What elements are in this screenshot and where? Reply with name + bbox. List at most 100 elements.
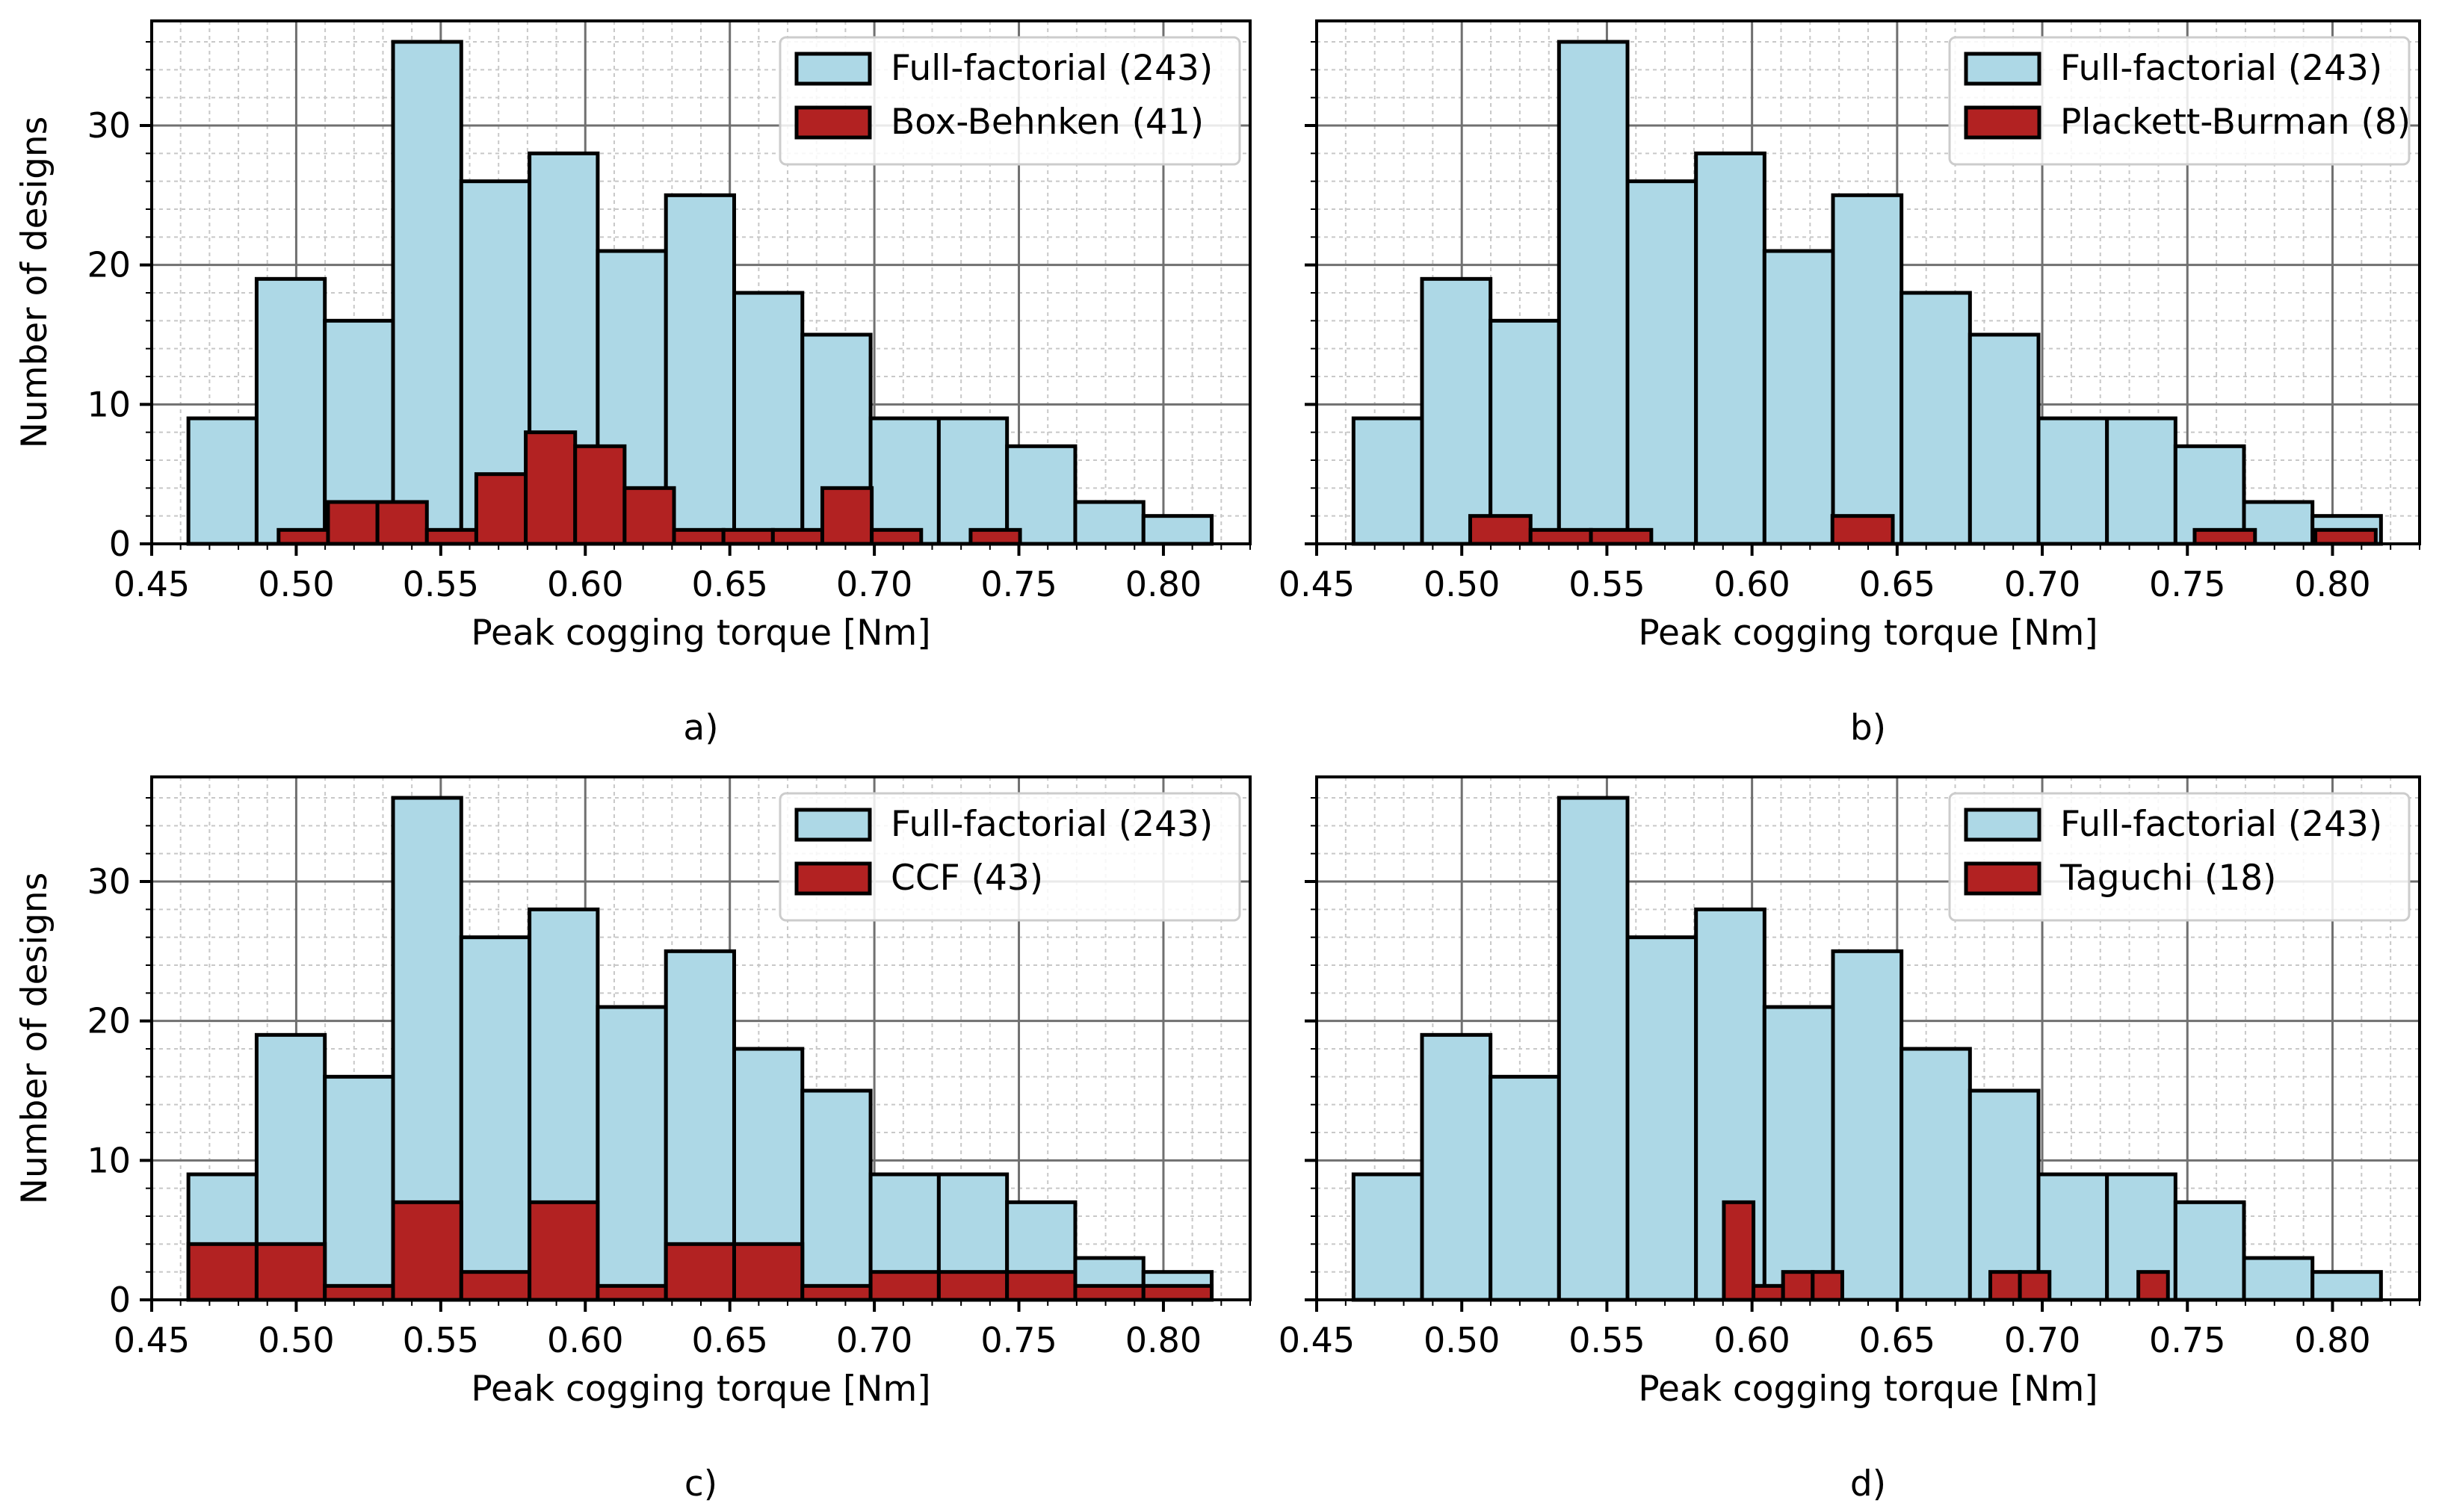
x-tick-label: 0.45 [1279,1320,1355,1360]
bar [391,40,463,546]
x-tick-label: 0.80 [1125,1320,1202,1360]
bar [326,500,380,546]
bar [1967,332,2041,546]
x-axis: 0.45 0.50 0.55 0.60 0.65 0.70 0.75 0.80 Peak cog… [114,1300,1251,1410]
bar [1468,514,1533,546]
y-axis [1305,797,1317,1301]
bar [2036,416,2109,546]
legend-swatch [1964,861,2041,896]
bar [2105,416,2177,546]
x-tick-label: 0.70 [2004,564,2080,604]
subset-series [1722,1200,2170,1302]
bar [254,276,327,546]
x-axis: 0.45 0.50 0.55 0.60 0.65 0.70 0.75 0.80 Peak cog… [114,544,1251,654]
x-tick-label: 0.75 [2149,1320,2225,1360]
x-tick-label: 0.45 [114,564,190,604]
bar [1899,1047,1972,1302]
x-tick-label: 0.55 [1568,1320,1645,1360]
legend-label: Plackett-Burman (8) [2060,102,2411,143]
legend-swatch [794,808,872,842]
x-tick-label: 0.45 [1279,564,1355,604]
bar [1489,1074,1561,1302]
bar [391,1200,463,1302]
y-tick-label: 20 [87,1001,131,1041]
subset-series [186,1200,1214,1302]
bar [968,527,1022,546]
full-factorial-series [1351,40,2383,546]
legend-label: Full-factorial (243) [2060,48,2382,89]
bar [1351,416,1424,546]
x-tick-label: 0.70 [836,1320,912,1360]
y-tick-label: 30 [87,105,131,146]
x-axis: 0.45 0.50 0.55 0.60 0.65 0.70 0.75 0.80 Peak cog… [1279,544,2420,654]
legend-swatch [1964,808,2041,842]
panel-caption: d) [1850,1463,1886,1505]
bar [868,1270,941,1302]
legend-label: CCF (43) [891,858,1043,899]
x-tick-label: 0.60 [1713,564,1790,604]
x-axis-label: Peak cogging torque [Nm] [471,613,930,654]
x-tick-label: 0.55 [1568,564,1645,604]
x-axis: 0.45 0.50 0.55 0.60 0.65 0.70 0.75 0.80 Peak cog… [1279,1300,2420,1410]
legend-swatch [1964,105,2041,140]
bar [1420,1032,1493,1302]
x-tick-label: 0.65 [1859,1320,1935,1360]
bar [596,1005,668,1302]
bar [1762,249,1835,546]
x-tick-label: 0.75 [980,564,1057,604]
bar [664,193,736,546]
bar [424,527,478,546]
bar [2173,1200,2246,1302]
x-tick-label: 0.65 [1859,564,1935,604]
x-tick-label: 0.50 [258,564,334,604]
x-tick-label: 0.50 [1424,1320,1500,1360]
bar [2018,1270,2052,1302]
x-tick-label: 0.60 [547,564,623,604]
bar [721,527,775,546]
panel-b: 0.45 0.50 0.55 0.60 0.65 0.70 0.75 0.80 Peak cog… [1279,19,2421,749]
bar [1694,151,1766,546]
legend: Full-factorial (243) Plackett-Burman (8) [1948,36,2411,166]
bar [1420,276,1493,546]
legend-swatch [794,861,872,896]
bar [870,527,924,546]
bar [254,1242,327,1302]
legend-box [1948,792,2411,922]
x-tick-label: 0.80 [2294,1320,2370,1360]
y-tick-label: 10 [87,1140,131,1180]
bar [375,500,429,546]
legend: Full-factorial (243) CCF (43) [779,792,1241,922]
y-axis: 0 10 20 30 Number of designs [14,797,152,1320]
x-tick-label: 0.50 [1424,564,1500,604]
legend-swatch [1964,52,2041,86]
bar [524,430,578,546]
bar [1781,1270,1815,1302]
x-tick-label: 0.45 [114,1320,190,1360]
x-tick-label: 0.75 [980,1320,1057,1360]
y-axis-label: Number of designs [14,117,55,448]
x-axis-label: Peak cogging torque [Nm] [1638,1369,2098,1410]
bar [1073,500,1146,546]
legend-label: Full-factorial (243) [891,48,1213,89]
bar [664,949,736,1302]
bar [323,1074,395,1302]
bar [1752,1283,1785,1302]
x-tick-label: 0.55 [403,1320,479,1360]
legend-swatch [794,105,872,140]
bar [1351,1172,1424,1302]
bar [1762,1005,1835,1302]
panel-d: 0.45 0.50 0.55 0.60 0.65 0.70 0.75 0.80 Peak cog… [1279,775,2421,1505]
bar [2242,1256,2315,1302]
y-tick-label: 0 [109,524,131,564]
legend-swatch [794,52,872,86]
bar [276,527,330,546]
bar [868,416,941,546]
bar [800,1088,873,1302]
y-tick-label: 0 [109,1280,131,1320]
legend-label: Box-Behnken (41) [891,102,1204,143]
y-tick-label: 30 [87,861,131,902]
x-tick-label: 0.60 [547,1320,623,1360]
y-axis [1305,41,1317,545]
bar [936,1270,1010,1302]
